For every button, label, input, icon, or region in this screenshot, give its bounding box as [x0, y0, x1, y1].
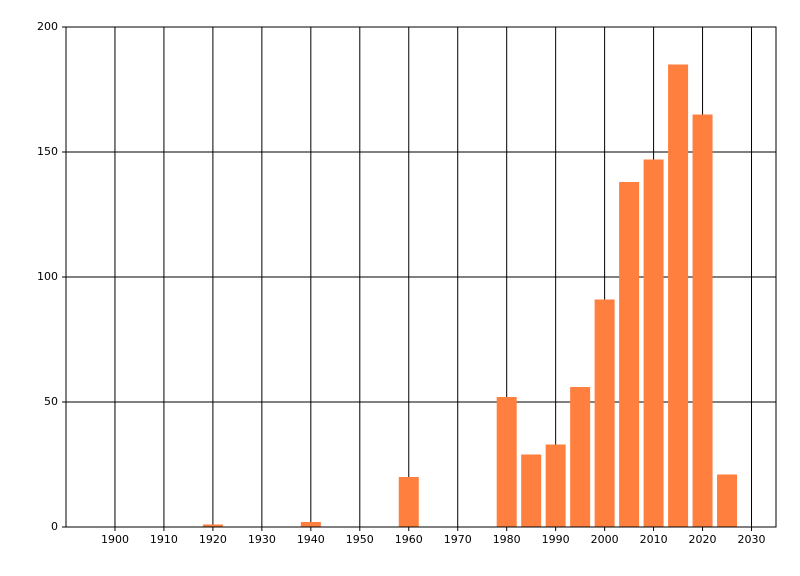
y-tick-label: 100 — [37, 270, 58, 283]
y-tick-label: 150 — [37, 145, 58, 158]
x-tick-label: 1900 — [101, 533, 129, 546]
x-tick-label: 1960 — [395, 533, 423, 546]
bar — [545, 444, 566, 527]
bar — [668, 64, 689, 527]
x-tick-label: 1910 — [150, 533, 178, 546]
x-tick-label: 1970 — [444, 533, 472, 546]
y-tick-label: 200 — [37, 20, 58, 33]
y-tick-label: 50 — [44, 395, 58, 408]
bar — [619, 182, 640, 527]
bar — [521, 454, 542, 527]
bar — [202, 524, 223, 527]
bar — [643, 159, 664, 527]
x-tick-label: 2030 — [738, 533, 766, 546]
x-tick-label: 1940 — [297, 533, 325, 546]
bar — [398, 477, 419, 527]
y-tick-label: 0 — [51, 520, 58, 533]
bar — [717, 474, 738, 527]
bar — [570, 387, 591, 527]
x-tick-label: 1920 — [199, 533, 227, 546]
x-tick-label: 1930 — [248, 533, 276, 546]
x-tick-label: 1980 — [493, 533, 521, 546]
bar — [300, 522, 321, 527]
x-tick-label: 1990 — [542, 533, 570, 546]
bar — [692, 114, 713, 527]
bar — [594, 299, 615, 527]
x-tick-label: 2000 — [591, 533, 619, 546]
x-tick-label: 2010 — [640, 533, 668, 546]
x-tick-label: 1950 — [346, 533, 374, 546]
x-tick-label: 2020 — [689, 533, 717, 546]
bar — [496, 397, 517, 527]
